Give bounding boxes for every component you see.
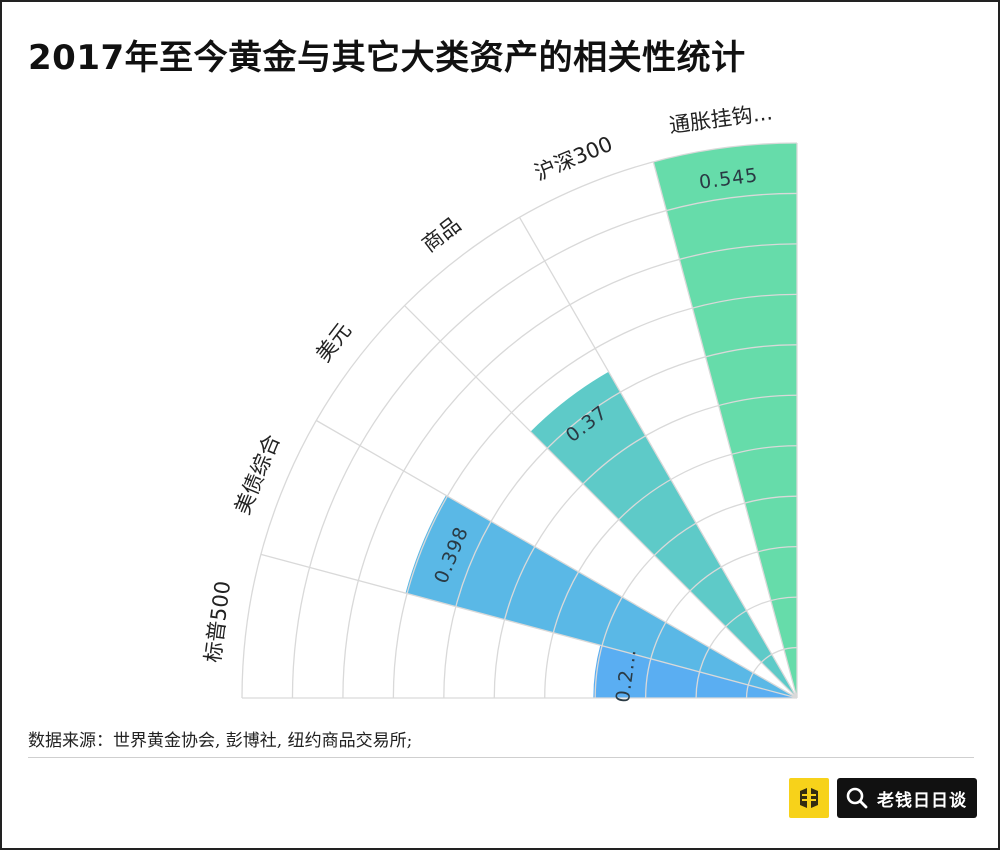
bar-1 <box>405 495 797 698</box>
category-label-2: 美元 <box>311 319 356 367</box>
bar-3 <box>530 371 797 698</box>
brand-name: 老钱日日谈 <box>877 790 967 811</box>
data-source: 数据来源：世界黄金协会, 彭博社, 纽约商品交易所; <box>28 731 413 751</box>
category-label-5: 通胀挂钩... <box>668 100 774 137</box>
grid-spoke <box>518 217 798 699</box>
chart-title: 2017年至今黄金与其它大类资产的相关性统计 <box>28 38 746 78</box>
grid-spoke <box>652 161 798 699</box>
category-label-0: 标普500 <box>201 580 236 665</box>
category-label-3: 商品 <box>418 212 466 257</box>
category-label-4: 沪深300 <box>531 132 616 186</box>
coin-logo-icon <box>789 778 829 818</box>
brand-box: 老钱日日谈 <box>837 778 977 818</box>
footer-divider <box>28 757 974 758</box>
grid-spoke <box>404 305 798 699</box>
brand-badge[interactable]: 老钱日日谈 <box>789 777 977 819</box>
grid-spoke <box>316 419 798 699</box>
bar-5 <box>653 143 797 698</box>
grid-spoke <box>260 553 798 699</box>
search-icon <box>846 787 868 809</box>
